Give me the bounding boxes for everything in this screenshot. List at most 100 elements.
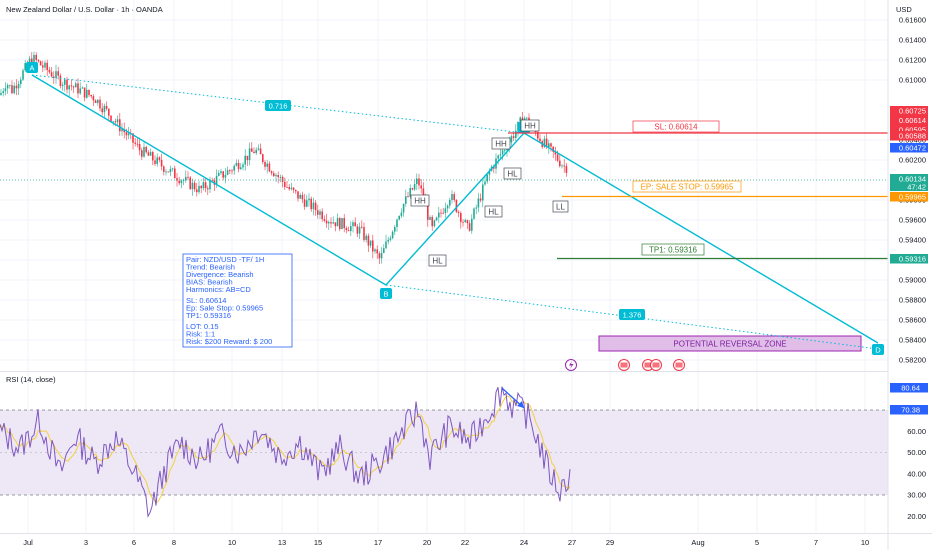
candle-body: [158, 157, 161, 160]
rsi-value-text: 80.64: [901, 384, 920, 393]
candle-body: [354, 222, 356, 227]
currency-label: USD: [896, 5, 912, 14]
candle-body: [484, 181, 486, 185]
candle-body: [141, 150, 143, 157]
candle-body: [222, 171, 224, 178]
candle-body: [402, 203, 405, 213]
candle-body: [314, 202, 317, 211]
rsi-tick-label: 30.00: [907, 491, 926, 500]
candle-body: [48, 69, 51, 73]
info-sl: SL: 0.60614: [186, 296, 226, 305]
candle-body: [510, 136, 513, 143]
candle-body: [174, 168, 176, 179]
candle-body: [290, 187, 293, 190]
candle-body: [125, 132, 128, 136]
time-axis[interactable]: Jul 3 6 8 10 13 15 17 20 22 24 27 29 Aug 5 7 10: [23, 538, 869, 547]
candle-body: [226, 170, 229, 175]
candle-body: [429, 217, 431, 220]
candle-body: [176, 178, 178, 181]
candle-body: [163, 166, 165, 172]
tp-price-badge: [890, 254, 928, 264]
ratio-0716-label: 0.716: [269, 102, 288, 111]
candle-body: [55, 71, 57, 78]
candle-body: [204, 182, 207, 189]
candle-body: [321, 211, 323, 220]
candle-body: [471, 218, 473, 231]
candle-body: [99, 99, 101, 109]
price-tick-label: 0.61200: [899, 56, 926, 65]
badge-060588: [890, 131, 928, 141]
time-tick-label: 24: [520, 538, 528, 547]
candle-body: [244, 155, 246, 165]
candle-body: [253, 151, 255, 154]
candle-body: [563, 165, 565, 167]
candle-body: [264, 161, 266, 167]
candle-body: [350, 226, 352, 232]
price-tick-label: 0.58800: [899, 296, 926, 305]
candle-body: [352, 222, 354, 227]
rsi-tick-label: 20.00: [907, 512, 926, 521]
candle-body: [147, 152, 150, 156]
candle-body: [105, 105, 108, 109]
candle-body: [512, 136, 515, 139]
candle-body: [132, 133, 134, 143]
info-tp: TP1: 0.59316: [186, 311, 231, 320]
candle-body: [303, 199, 306, 207]
candle-body: [44, 62, 46, 68]
candle-body: [435, 217, 438, 221]
candle-body: [233, 165, 235, 171]
rsi-tick-label: 60.00: [907, 427, 926, 436]
candle-body: [156, 157, 158, 164]
abcd-pattern-legs: [31, 74, 879, 344]
candle-body: [262, 154, 264, 162]
candle-body: [554, 151, 557, 155]
candle-body: [110, 115, 112, 122]
candle-body: [138, 143, 141, 151]
candle-body: [389, 238, 392, 240]
candle-body: [455, 200, 458, 212]
candle-body: [24, 63, 26, 71]
candle-body: [202, 182, 205, 189]
candle-body: [345, 228, 348, 231]
chart-title: New Zealand Dollar / U.S. Dollar · 1h · …: [6, 5, 163, 14]
candle-body: [92, 96, 95, 101]
candle-body: [358, 226, 361, 234]
price-tick-label: 0.58200: [899, 356, 926, 365]
candle-body: [218, 173, 220, 176]
tp-price-text: 0.59316: [899, 255, 926, 264]
candle-body: [323, 219, 326, 221]
candle-body: [519, 117, 521, 122]
candle-body: [70, 85, 73, 87]
candle-body: [361, 226, 363, 228]
candle-body: [466, 220, 469, 224]
candle-body: [504, 150, 506, 152]
candle-body: [347, 230, 350, 232]
candle-body: [545, 138, 548, 148]
tp-label: TP1: 0.59316: [649, 246, 698, 255]
point-b-box: [380, 288, 392, 299]
time-tick-label: 3: [84, 538, 88, 547]
point-d-box: [872, 344, 884, 355]
candle-body: [341, 218, 343, 230]
candle-body: [383, 248, 385, 253]
trade-info-box: Pair: NZD/USD -TF/ 1H Trend: Bearish Div…: [182, 253, 293, 348]
point-a-box: [26, 62, 38, 73]
candle-body: [28, 58, 31, 65]
sl-label-box: [632, 120, 720, 133]
candle-body: [275, 175, 277, 177]
badge-060725-text: 0.60725: [899, 107, 926, 116]
structure-labels: HH HL HL HH HL HH LL: [410, 119, 569, 267]
price-axis[interactable]: [888, 0, 932, 550]
candle-body: [13, 85, 15, 94]
rsi-ticks: 60.00 50.00 40.00 30.00 20.00: [907, 427, 926, 521]
price-candles: [0, 51, 568, 265]
candle-body: [376, 249, 378, 254]
ac-dotted-line: [31, 74, 525, 134]
time-tick-label: 8: [172, 538, 176, 547]
candle-body: [506, 149, 508, 151]
candle-body: [33, 54, 35, 64]
ep-label-box: [632, 180, 742, 193]
event-icons[interactable]: [565, 359, 685, 371]
candle-body: [416, 178, 418, 185]
